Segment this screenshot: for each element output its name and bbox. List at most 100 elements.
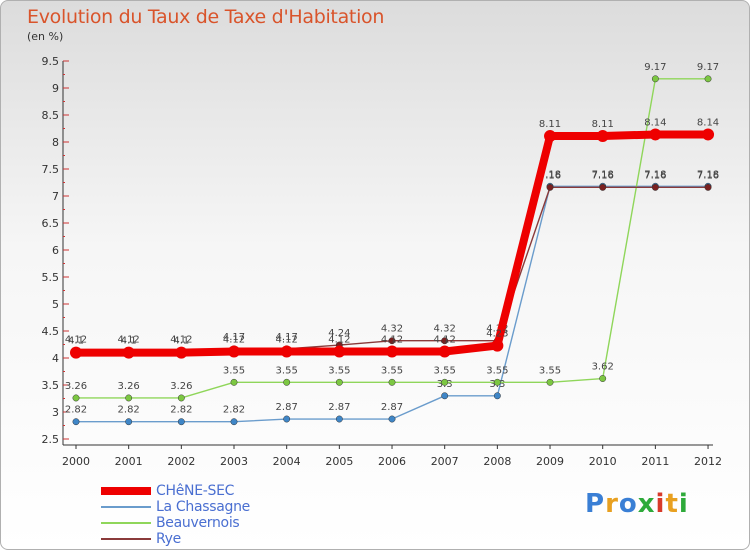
data-point-ch-ne-sec <box>122 346 135 359</box>
data-point-beauvernois <box>72 394 80 402</box>
data-point-la-chassagne <box>177 418 185 426</box>
data-label-la-chassagne: 7.18 <box>539 169 561 180</box>
data-point-la-chassagne <box>335 415 343 423</box>
data-point-rye <box>441 337 449 345</box>
data-label-la-chassagne: 2.87 <box>276 402 298 413</box>
chart-subtitle: (en %) <box>27 30 64 43</box>
data-label-rye: 7.16 <box>697 170 719 181</box>
y-tick-label: 9 <box>52 82 59 95</box>
logo-letter: o <box>618 489 638 519</box>
data-label-ch-ne-sec: 4.12 <box>276 335 298 346</box>
data-label-rye: 4.12 <box>65 335 87 346</box>
data-point-beauvernois <box>704 75 712 83</box>
y-tick-label: 4 <box>52 352 59 365</box>
data-label-ch-ne-sec: 8.11 <box>592 119 614 130</box>
y-tick-label: 6 <box>52 244 59 257</box>
x-tick-label: 2010 <box>589 455 617 468</box>
data-point-la-chassagne <box>72 418 80 426</box>
data-label-la-chassagne: 2.87 <box>328 402 350 413</box>
data-label-ch-ne-sec: 4.12 <box>328 335 350 346</box>
data-point-ch-ne-sec <box>596 130 609 143</box>
data-point-ch-ne-sec <box>280 345 293 358</box>
data-point-rye <box>704 183 712 191</box>
data-point-ch-ne-sec <box>70 346 82 359</box>
legend-item-rye[interactable]: Rye <box>101 531 321 547</box>
data-point-beauvernois <box>441 378 449 386</box>
data-label-rye: 4.12 <box>118 335 140 346</box>
data-point-ch-ne-sec <box>386 345 399 358</box>
data-label-beauvernois: 9.17 <box>697 62 719 73</box>
data-label-beauvernois: 3.55 <box>434 365 456 376</box>
logo-letter: r <box>605 489 619 519</box>
y-tick-label: 7.5 <box>42 163 60 176</box>
data-point-ch-ne-sec <box>175 346 188 359</box>
logo-letter: i <box>678 489 689 519</box>
data-point-ch-ne-sec <box>333 345 346 358</box>
x-tick-label: 2005 <box>325 455 353 468</box>
data-point-beauvernois <box>599 375 607 382</box>
data-label-ch-ne-sec: 4.1 <box>121 336 137 347</box>
data-point-ch-ne-sec <box>702 128 715 141</box>
x-tick-label: 2007 <box>431 455 459 468</box>
data-point-la-chassagne <box>493 392 501 400</box>
data-point-ch-ne-sec <box>228 345 241 358</box>
data-label-ch-ne-sec: 4.12 <box>381 335 403 346</box>
y-tick-label: 8 <box>52 136 59 149</box>
data-label-ch-ne-sec: 8.14 <box>697 117 719 128</box>
data-label-rye: 4.32 <box>434 324 456 335</box>
data-label-beauvernois: 3.55 <box>223 365 245 376</box>
x-tick-label: 2009 <box>536 455 564 468</box>
data-point-ch-ne-sec <box>438 345 451 358</box>
data-label-rye: 4.17 <box>223 332 245 343</box>
proxiti-logo[interactable]: Proxiti <box>585 489 689 519</box>
logo-letter: x <box>637 489 656 519</box>
legend-item-beauvernois[interactable]: Beauvernois <box>101 515 321 531</box>
data-point-la-chassagne <box>388 415 396 423</box>
data-point-ch-ne-sec <box>491 339 504 352</box>
chart-title: Evolution du Taux de Taxe d'Habitation <box>27 6 385 28</box>
data-point-beauvernois <box>546 378 554 386</box>
data-label-ch-ne-sec: 4.12 <box>434 335 456 346</box>
x-tick-label: 2012 <box>694 455 722 468</box>
legend-label-rye: Rye <box>156 531 181 547</box>
data-label-ch-ne-sec: 4.1 <box>68 336 84 347</box>
data-label-beauvernois: 9.17 <box>644 62 666 73</box>
data-point-beauvernois <box>335 378 343 386</box>
y-tick-label: 3.5 <box>42 379 60 392</box>
y-tick-label: 6.5 <box>42 217 60 230</box>
data-label-beauvernois: 3.26 <box>118 381 140 392</box>
data-point-beauvernois <box>283 378 291 386</box>
data-label-beauvernois: 3.55 <box>486 365 508 376</box>
data-point-beauvernois <box>493 378 501 386</box>
legend-swatch-chene-sec <box>101 487 151 495</box>
data-label-ch-ne-sec: 8.11 <box>539 119 561 130</box>
data-point-la-chassagne <box>441 392 449 400</box>
data-label-la-chassagne: 2.82 <box>65 405 87 416</box>
data-label-la-chassagne: 2.82 <box>170 405 192 416</box>
legend-swatch-rye <box>101 538 151 540</box>
legend-item-la-chassagne[interactable]: La Chassagne <box>101 499 321 515</box>
data-label-ch-ne-sec: 4.23 <box>486 329 508 340</box>
y-tick-label: 5.5 <box>42 271 60 284</box>
data-point-beauvernois <box>388 378 396 386</box>
data-point-la-chassagne <box>283 415 291 423</box>
legend-swatch-la-chassagne <box>101 506 151 508</box>
data-point-la-chassagne <box>125 418 133 426</box>
data-label-beauvernois: 3.55 <box>539 365 561 376</box>
legend-label-beauvernois: Beauvernois <box>156 515 240 531</box>
data-point-rye <box>651 183 659 191</box>
x-tick-label: 2001 <box>115 455 143 468</box>
logo-letter: P <box>585 489 606 519</box>
data-point-beauvernois <box>651 75 659 83</box>
data-point-rye <box>546 183 554 191</box>
data-point-beauvernois <box>177 394 185 402</box>
data-point-beauvernois <box>230 378 238 386</box>
data-point-rye <box>388 337 396 345</box>
data-label-beauvernois: 3.26 <box>170 381 192 392</box>
data-point-beauvernois <box>125 394 133 402</box>
data-point-rye <box>599 183 607 191</box>
data-point-ch-ne-sec <box>649 128 662 141</box>
legend-item-chene-sec[interactable]: CHêNE-SEC <box>101 483 321 499</box>
